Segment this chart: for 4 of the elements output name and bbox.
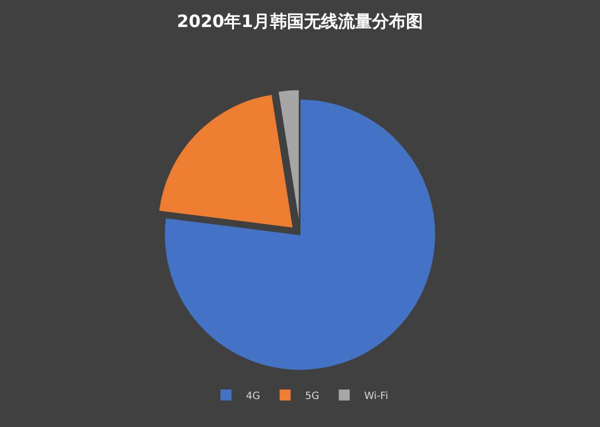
legend-label: 4G (246, 390, 260, 402)
chart-title: 2020年1月韩国无线流量分布图 (176, 12, 424, 32)
legend-label: 5G (305, 390, 320, 402)
legend-label: Wi-Fi (364, 390, 388, 402)
